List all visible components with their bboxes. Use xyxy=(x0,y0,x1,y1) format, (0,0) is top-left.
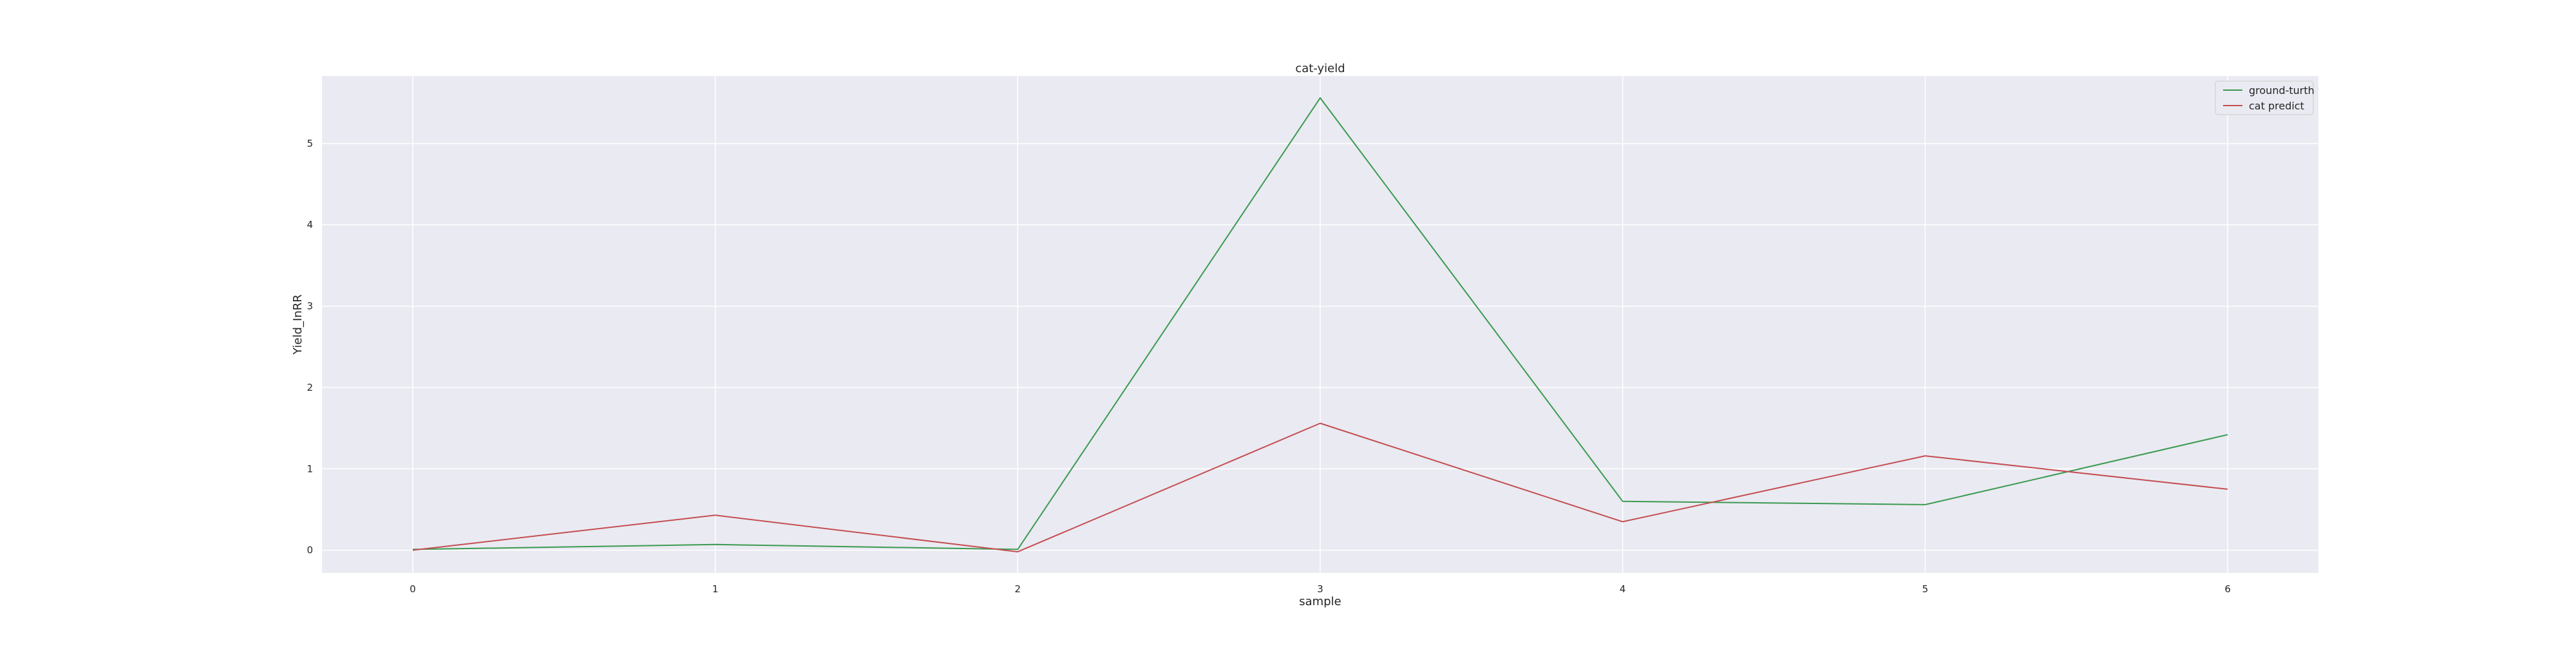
legend-label-cat-predict: cat predict xyxy=(2249,100,2304,112)
x-tick-label: 5 xyxy=(1922,583,1929,595)
y-tick-label: 3 xyxy=(307,301,313,312)
x-tick-label: 1 xyxy=(712,583,719,595)
legend-label-ground-turth: ground-turth xyxy=(2249,84,2315,97)
y-tick-labels: 0 1 2 3 4 5 xyxy=(307,138,313,556)
y-tick-label: 0 xyxy=(307,545,313,556)
grid-lines xyxy=(322,76,2318,573)
y-tick-label: 4 xyxy=(307,219,313,230)
y-tick-label: 5 xyxy=(307,138,313,149)
chart-title: cat-yield xyxy=(1295,62,1345,75)
y-tick-label: 1 xyxy=(307,463,313,474)
x-tick-label: 3 xyxy=(1317,583,1323,595)
series-line-ground-turth xyxy=(412,97,2228,550)
x-tick-label: 4 xyxy=(1620,583,1626,595)
legend: ground-turth cat predict xyxy=(2215,80,2315,115)
y-axis-label: Yield_InRR xyxy=(291,294,305,355)
series-line-cat-predict xyxy=(412,422,2228,553)
x-tick-label: 0 xyxy=(410,583,416,595)
series-lines xyxy=(412,97,2228,553)
y-tick-label: 2 xyxy=(307,382,313,393)
x-tick-label: 2 xyxy=(1015,583,1021,595)
x-tick-label: 6 xyxy=(2224,583,2231,595)
x-axis-label: sample xyxy=(1299,595,1341,608)
x-tick-labels: 0 1 2 3 4 5 6 xyxy=(410,583,2231,595)
